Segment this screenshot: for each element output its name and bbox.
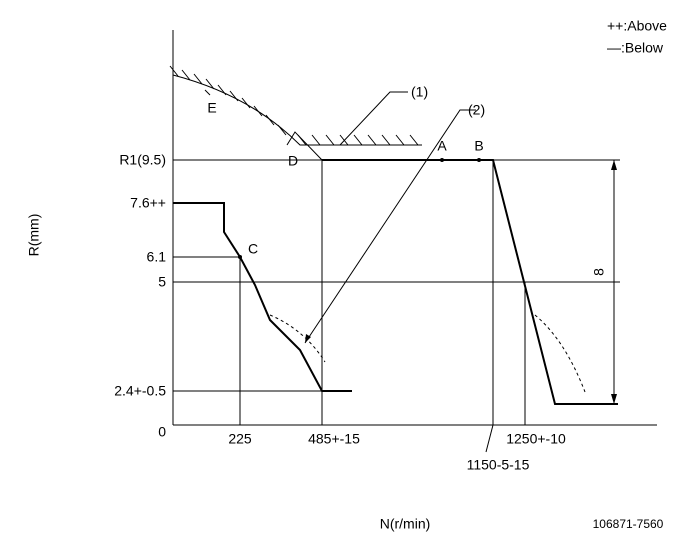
- callout: (1): [411, 84, 428, 100]
- y-axis-title: R(mm): [26, 214, 42, 257]
- leaders: [204, 89, 476, 344]
- curves: [173, 131, 618, 405]
- dimension-label: 8: [591, 268, 607, 276]
- y-tick-label: R1(9.5): [119, 152, 166, 168]
- x-tick-label: 1250+-10: [506, 431, 566, 447]
- legend-above: ++:Above: [607, 18, 667, 34]
- x-tick-label: 485+-15: [308, 431, 360, 447]
- x-tick-label: 1150-5-15: [467, 457, 530, 473]
- stopper-hatch: [169, 65, 422, 146]
- point-label: C: [248, 241, 258, 257]
- point-label: A: [437, 138, 447, 154]
- reference-lines: [173, 159, 620, 453]
- x-axis-title: N(r/min): [380, 516, 431, 532]
- point-label: D: [288, 153, 298, 169]
- legend-below: —:Below: [607, 40, 664, 56]
- drawing-number: 106871-7560: [593, 517, 664, 531]
- y-tick-label: 7.6++: [130, 195, 166, 211]
- callout: (2): [468, 102, 485, 118]
- dimension: [611, 160, 617, 404]
- point-label: E: [207, 100, 216, 116]
- y-tick-label: 2.4+-0.5: [114, 383, 166, 399]
- y-tick-label: 6.1: [147, 249, 167, 265]
- x-tick-label: 225: [228, 431, 252, 447]
- axes: [172, 30, 657, 426]
- y-tick-label: 5: [158, 274, 166, 290]
- y-tick-label: 0: [158, 424, 166, 440]
- point-label: B: [474, 138, 483, 154]
